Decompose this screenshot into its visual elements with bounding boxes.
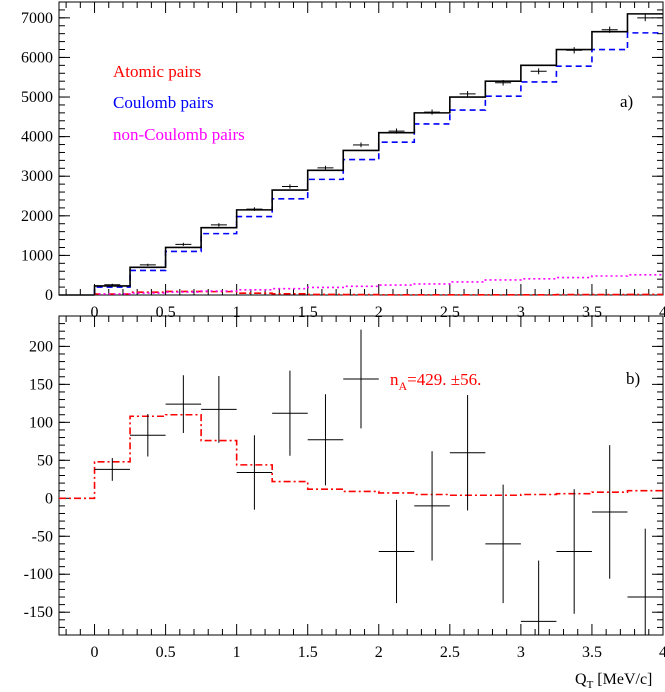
x-tick-label: 3: [517, 644, 525, 661]
y-tick-label: 2000: [21, 208, 53, 225]
x-axis-label-main: Q: [575, 671, 587, 688]
y-tick-label: 100: [29, 414, 53, 431]
panel-a-frame: [58, 1, 664, 296]
x-tick-label: 1.5: [298, 644, 318, 661]
series-coulomb-pairs-line: [93, 32, 663, 295]
series-total-line: [93, 13, 663, 295]
series-non-coulomb-pairs-line: [93, 274, 663, 295]
panel-b-label: b): [626, 369, 640, 388]
panel-b-points: [94, 329, 663, 635]
x-tick-label: 4: [659, 304, 665, 321]
x-tick-label: 0.5: [156, 304, 176, 321]
panel-a: 0 0.5 1 1.5 2 2.5 3 3.5 4 0 1000 2000 3000 4000 5000 60…: [21, 1, 665, 321]
y-tick-label: -100: [24, 566, 53, 583]
x-axis-label: QT [MeV/c]: [575, 671, 652, 691]
x-axis-label-unit: [MeV/c]: [597, 671, 652, 688]
legend-non-coulomb-pairs: non-Coulomb pairs: [113, 125, 245, 144]
fit-annotation: nA=429. ±56.: [390, 370, 481, 393]
y-tick-label: 0: [45, 490, 53, 507]
x-tick-label: 1: [233, 644, 241, 661]
x-tick-label: 2: [375, 304, 383, 321]
panel-b-ticks: 0 0.5 1 1.5 2 2.5 3 3.5 4 -150 -100 -50 0 50 100 150 200: [24, 315, 665, 661]
fit-annotation-main: n: [390, 370, 399, 389]
x-tick-label: 3.5: [582, 644, 602, 661]
x-tick-label: 3.5: [582, 304, 602, 321]
y-tick-label: 200: [29, 338, 53, 355]
x-axis-label-sub: T: [587, 679, 594, 691]
panel-a-series: [59, 13, 663, 296]
y-tick-label: 1000: [21, 247, 53, 264]
y-tick-label: 0: [45, 287, 53, 304]
x-tick-label: 4: [659, 644, 665, 661]
legend-atomic-pairs: Atomic pairs: [113, 62, 201, 81]
fit-line: [59, 413, 663, 500]
fit-annotation-rest: =429. ±56.: [407, 370, 481, 389]
y-tick-label: -150: [24, 604, 53, 621]
panel-a-ticks: 0 0.5 1 1.5 2 2.5 3 3.5 4 0 1000 2000 3000 4000 5000 60…: [21, 1, 665, 321]
x-tick-label: 0.5: [156, 644, 176, 661]
series-atomic-pairs-line: [93, 290, 663, 296]
x-tick-label: 0: [91, 304, 99, 321]
legend-coulomb-pairs: Coulomb pairs: [113, 93, 214, 112]
x-tick-label: 0: [91, 644, 99, 661]
panel-a-label: a): [620, 92, 633, 111]
y-tick-label: 6000: [21, 49, 53, 66]
y-tick-label: -50: [32, 528, 53, 545]
y-tick-label: 3000: [21, 168, 53, 185]
y-tick-label: 7000: [21, 10, 53, 27]
panel-b-series: [59, 413, 663, 500]
panel-a-legend: Atomic pairs Coulomb pairs non-Coulomb p…: [113, 62, 245, 144]
y-tick-label: 150: [29, 376, 53, 393]
x-tick-label: 2.5: [440, 304, 460, 321]
y-tick-label: 4000: [21, 129, 53, 146]
x-tick-label: 1: [233, 304, 241, 321]
fit-annotation-sub: A: [399, 379, 408, 393]
x-tick-label: 2.5: [440, 644, 460, 661]
x-tick-label: 3: [517, 304, 525, 321]
x-tick-label: 1.5: [298, 304, 318, 321]
panel-a-points: [104, 14, 654, 286]
x-tick-label: 2: [375, 644, 383, 661]
y-tick-label: 5000: [21, 89, 53, 106]
y-tick-label: 50: [37, 452, 53, 469]
panel-b: 0 0.5 1 1.5 2 2.5 3 3.5 4 -150 -100 -50 0 50 100 150 200…: [24, 315, 665, 691]
